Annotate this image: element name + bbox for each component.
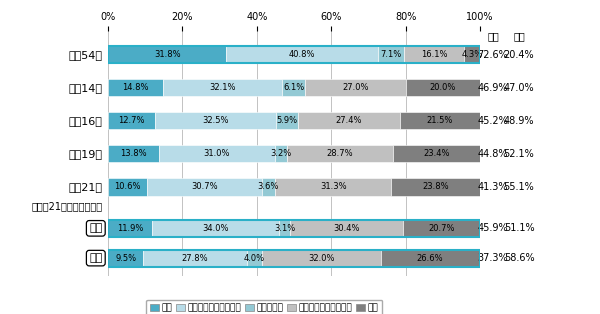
Text: 20.7%: 20.7% [428,224,455,233]
Text: 58.6%: 58.6% [504,253,535,263]
Text: 10.6%: 10.6% [115,182,141,192]
Text: 23.4%: 23.4% [424,149,450,158]
Text: 3.6%: 3.6% [257,182,279,192]
Text: 平成16年: 平成16年 [68,116,103,126]
Text: 27.0%: 27.0% [342,83,368,92]
Text: 男性: 男性 [89,223,103,233]
Text: 26.6%: 26.6% [417,254,443,263]
Bar [108,112,155,129]
Text: 55.1%: 55.1% [503,182,535,192]
Bar [275,178,391,196]
Bar [108,220,481,237]
Bar [108,79,163,96]
Bar [400,112,480,129]
Text: 13.8%: 13.8% [121,149,147,158]
Text: 30.4%: 30.4% [334,224,360,233]
Bar [275,145,287,162]
Bar [378,46,404,63]
Text: 平成21年: 平成21年 [68,182,103,192]
Text: 40.8%: 40.8% [289,50,316,59]
Bar [226,46,378,63]
Text: 47.0%: 47.0% [504,83,535,93]
Text: 28.7%: 28.7% [326,149,353,158]
Text: 4.3%: 4.3% [462,50,483,59]
Text: 44.8%: 44.8% [478,149,508,159]
Text: 女性: 女性 [89,253,103,263]
Text: 平成19年: 平成19年 [68,149,103,159]
Bar [108,46,226,63]
Bar [262,178,275,196]
Text: 20.0%: 20.0% [430,83,456,92]
Bar [155,112,276,129]
Text: 14.8%: 14.8% [122,83,149,92]
Bar [148,178,262,196]
Bar [163,79,283,96]
Text: 4.0%: 4.0% [244,254,265,263]
Bar [152,220,279,237]
Text: 52.1%: 52.1% [503,149,535,159]
Bar [298,112,400,129]
Legend: 賛成, どちらかといえば賛成, わからない, どちらかといえば反対, 反対: 賛成, どちらかといえば賛成, わからない, どちらかといえば反対, 反対 [146,300,382,314]
Bar [108,220,152,237]
Bar [143,250,247,267]
Text: 32.5%: 32.5% [202,116,229,125]
Text: 反対: 反対 [513,31,525,41]
Text: 31.3%: 31.3% [320,182,347,192]
Text: 6.1%: 6.1% [283,83,304,92]
Bar [108,145,160,162]
Text: 32.0%: 32.0% [308,254,334,263]
Text: 9.5%: 9.5% [115,254,136,263]
Bar [160,145,275,162]
Text: 27.4%: 27.4% [336,116,362,125]
Bar [290,220,403,237]
Text: 31.8%: 31.8% [154,50,181,59]
Text: 72.6%: 72.6% [478,50,508,60]
Text: 3.2%: 3.2% [270,149,291,158]
Bar [108,250,479,267]
Bar [404,46,464,63]
Text: 45.2%: 45.2% [478,116,508,126]
Bar [287,145,394,162]
Text: 7.1%: 7.1% [380,50,402,59]
Bar [247,250,262,267]
Text: 41.3%: 41.3% [478,182,508,192]
Bar [394,145,481,162]
Text: 31.0%: 31.0% [204,149,230,158]
Text: 平成14年: 平成14年 [68,83,103,93]
Bar [279,220,290,237]
Text: 30.7%: 30.7% [191,182,218,192]
Text: 27.8%: 27.8% [182,254,208,263]
Bar [108,178,148,196]
Bar [406,79,480,96]
Text: 12.7%: 12.7% [118,116,145,125]
Text: 11.9%: 11.9% [117,224,143,233]
Text: 37.3%: 37.3% [478,253,508,263]
Text: 昭和54年: 昭和54年 [68,50,103,60]
Text: 23.8%: 23.8% [422,182,449,192]
Text: 16.1%: 16.1% [421,50,448,59]
Text: 46.9%: 46.9% [478,83,508,93]
Bar [380,250,479,267]
Bar [283,79,305,96]
Text: 21.5%: 21.5% [427,116,453,125]
Text: 3.1%: 3.1% [274,224,295,233]
Bar [276,112,298,129]
Text: 5.9%: 5.9% [277,116,298,125]
Text: 20.4%: 20.4% [504,50,535,60]
Text: 48.9%: 48.9% [504,116,535,126]
Text: 34.0%: 34.0% [202,224,229,233]
Text: 賛成: 賛成 [487,31,499,41]
Text: 45.9%: 45.9% [478,223,508,233]
Text: 【平成21年調査】男女別: 【平成21年調査】男女別 [31,201,103,211]
Bar [262,250,380,267]
Bar [403,220,481,237]
Text: 32.1%: 32.1% [209,83,236,92]
Bar [464,46,481,63]
Bar [305,79,406,96]
Bar [108,250,143,267]
Bar [391,178,480,196]
Bar [108,46,481,63]
Text: 51.1%: 51.1% [504,223,535,233]
